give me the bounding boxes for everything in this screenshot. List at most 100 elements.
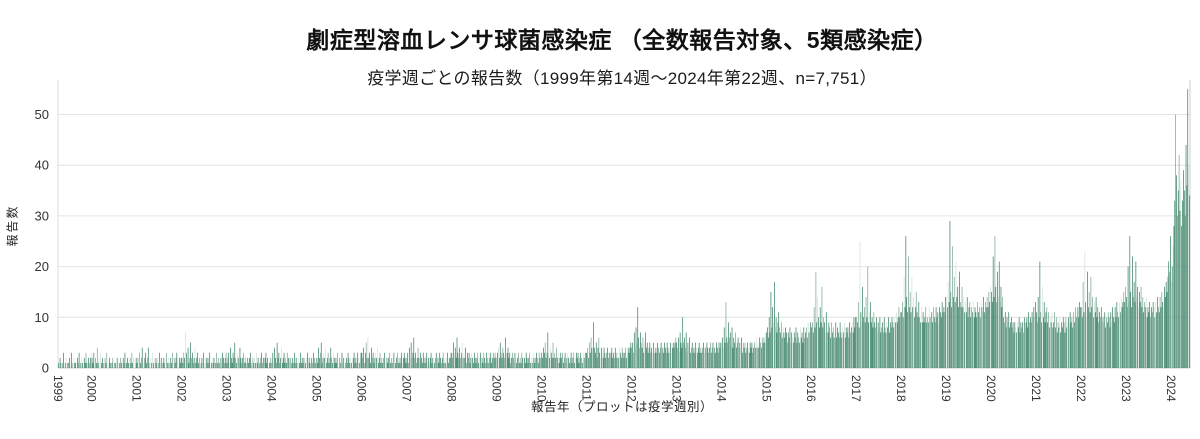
bar-week bbox=[879, 317, 881, 368]
bar-week bbox=[417, 347, 419, 368]
bar-week bbox=[803, 327, 805, 368]
bar-week bbox=[1138, 307, 1139, 368]
bar-week bbox=[712, 342, 714, 368]
bar-week bbox=[652, 342, 654, 368]
bar-week bbox=[512, 357, 514, 368]
bar-week bbox=[984, 312, 985, 368]
bar-week bbox=[1108, 317, 1110, 368]
bar-week bbox=[638, 337, 639, 368]
bar-week bbox=[731, 327, 733, 368]
bar-week bbox=[358, 357, 359, 368]
bar-week bbox=[301, 357, 303, 368]
bar-week bbox=[629, 347, 631, 368]
bar-week bbox=[838, 332, 839, 368]
bar-week bbox=[423, 357, 425, 368]
bar-week bbox=[727, 342, 729, 368]
bar-week bbox=[867, 266, 869, 368]
bar-week bbox=[98, 357, 100, 368]
bar-week bbox=[401, 352, 403, 368]
bar-week bbox=[539, 357, 541, 368]
bar-week bbox=[1031, 312, 1033, 368]
bar-week bbox=[737, 337, 739, 368]
bar-week bbox=[906, 297, 908, 368]
bar-week bbox=[441, 357, 443, 368]
bar-week bbox=[257, 357, 259, 368]
bar-week bbox=[920, 322, 921, 368]
bar-week bbox=[349, 362, 351, 368]
bar-week bbox=[1074, 307, 1076, 368]
bar-week bbox=[608, 352, 610, 368]
bar-week bbox=[967, 317, 969, 368]
bar-week bbox=[121, 362, 122, 368]
bar-week bbox=[791, 332, 793, 368]
bar-week bbox=[1173, 226, 1175, 368]
bar-week bbox=[320, 352, 321, 368]
bar-week bbox=[934, 317, 935, 368]
bar-week bbox=[510, 362, 511, 368]
bar-week bbox=[698, 342, 700, 368]
bar-week bbox=[641, 347, 643, 368]
bar-week bbox=[467, 357, 469, 368]
bar-week bbox=[300, 352, 301, 368]
bar-week bbox=[1158, 312, 1160, 368]
bar-week bbox=[612, 357, 614, 368]
bar-week bbox=[717, 352, 719, 368]
bar-week bbox=[288, 362, 290, 368]
bar-week bbox=[671, 352, 672, 368]
bar-week bbox=[1047, 322, 1048, 368]
bar-week bbox=[742, 342, 744, 368]
bar-week bbox=[170, 357, 172, 368]
bar-week bbox=[1187, 89, 1189, 369]
bar-week bbox=[1120, 297, 1122, 368]
bar-week bbox=[582, 362, 583, 368]
bar-week bbox=[1145, 297, 1147, 368]
bar-week bbox=[490, 352, 492, 368]
bar-week bbox=[1116, 302, 1118, 368]
bar-week bbox=[776, 332, 778, 368]
bar-week bbox=[806, 337, 808, 368]
bar-week bbox=[902, 302, 903, 368]
bar-week bbox=[732, 347, 734, 368]
bar-week bbox=[70, 352, 72, 368]
bar-week bbox=[886, 322, 888, 368]
bar-week bbox=[410, 342, 412, 368]
bar-week bbox=[774, 281, 775, 368]
bar-week bbox=[275, 362, 277, 368]
bar-week bbox=[341, 352, 343, 368]
bar-week bbox=[874, 322, 876, 368]
bar-week bbox=[947, 281, 949, 368]
bar-week bbox=[692, 352, 694, 368]
bar-week bbox=[1177, 215, 1178, 368]
bar-week bbox=[291, 362, 293, 368]
bar-week bbox=[185, 352, 187, 368]
bar-week bbox=[514, 352, 516, 368]
bar-week bbox=[340, 357, 342, 368]
bar-week bbox=[966, 297, 968, 368]
bar-week bbox=[876, 332, 878, 368]
bar-week bbox=[888, 317, 889, 368]
bar-week bbox=[1080, 307, 1081, 368]
bar-week bbox=[339, 362, 341, 368]
bar-week bbox=[229, 362, 230, 368]
bar-week bbox=[355, 357, 357, 368]
bar-week bbox=[847, 327, 849, 368]
bar-week bbox=[1151, 312, 1153, 368]
bar-week bbox=[787, 332, 789, 368]
bar-week bbox=[345, 357, 347, 368]
bar-week bbox=[609, 357, 611, 368]
bar-week bbox=[679, 332, 681, 368]
bar-week bbox=[329, 357, 331, 368]
bar-week bbox=[996, 302, 997, 368]
bar-week bbox=[184, 357, 185, 368]
bar-week bbox=[627, 347, 629, 368]
bar-week bbox=[810, 322, 812, 368]
bar-week bbox=[883, 332, 884, 368]
bar-week bbox=[777, 322, 779, 368]
bar-week bbox=[595, 342, 597, 368]
bar-week bbox=[848, 337, 850, 368]
bar-week bbox=[657, 342, 658, 368]
bar-week bbox=[891, 317, 893, 368]
bar-week bbox=[1014, 322, 1016, 368]
bar-week bbox=[124, 352, 126, 368]
bar-week bbox=[699, 352, 701, 368]
